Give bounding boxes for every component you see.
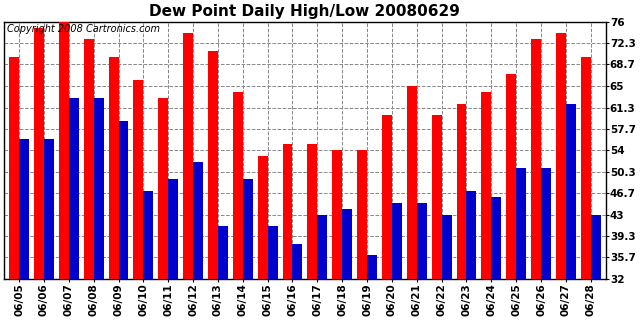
Bar (9, 57, 19, 320)
Bar (516, 168, 526, 320)
Bar (133, 80, 143, 320)
Bar (218, 226, 228, 320)
Bar (19, 139, 29, 320)
Bar (282, 144, 292, 320)
Bar (581, 57, 591, 320)
Bar (392, 203, 402, 320)
Bar (467, 191, 476, 320)
Bar (591, 214, 601, 320)
Bar (143, 191, 154, 320)
Bar (268, 226, 278, 320)
Bar (541, 168, 551, 320)
Bar (168, 180, 178, 320)
Bar (332, 150, 342, 320)
Bar (492, 197, 501, 320)
Bar (59, 22, 68, 320)
Bar (183, 33, 193, 320)
Bar (158, 98, 168, 320)
Bar (506, 74, 516, 320)
Bar (307, 144, 317, 320)
Bar (357, 150, 367, 320)
Bar (417, 203, 427, 320)
Bar (556, 33, 566, 320)
Bar (93, 98, 104, 320)
Bar (44, 139, 54, 320)
Bar (442, 214, 452, 320)
Bar (292, 244, 303, 320)
Text: Copyright 2008 Cartronics.com: Copyright 2008 Cartronics.com (7, 24, 160, 34)
Bar (118, 121, 129, 320)
Bar (407, 86, 417, 320)
Bar (317, 214, 327, 320)
Title: Dew Point Daily High/Low 20080629: Dew Point Daily High/Low 20080629 (150, 4, 460, 19)
Bar (531, 39, 541, 320)
Bar (233, 92, 243, 320)
Bar (566, 103, 576, 320)
Bar (342, 209, 352, 320)
Bar (258, 156, 268, 320)
Bar (109, 57, 118, 320)
Bar (382, 115, 392, 320)
Bar (456, 103, 467, 320)
Bar (481, 92, 492, 320)
Bar (34, 28, 44, 320)
Bar (243, 180, 253, 320)
Bar (367, 255, 377, 320)
Bar (208, 51, 218, 320)
Bar (193, 162, 203, 320)
Bar (431, 115, 442, 320)
Bar (84, 39, 93, 320)
Bar (68, 98, 79, 320)
